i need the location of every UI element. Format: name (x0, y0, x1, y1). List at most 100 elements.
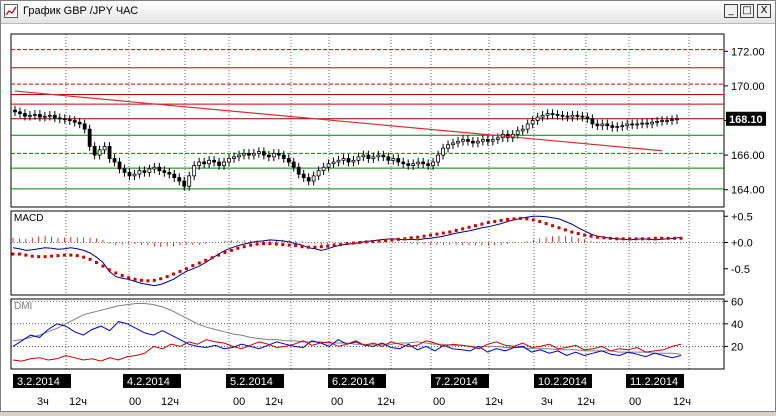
candle-body (495, 137, 500, 140)
candle-body (620, 125, 625, 128)
candle-body (33, 114, 37, 116)
macd-signal-point (396, 237, 400, 241)
macd-signal-point (557, 226, 561, 230)
macd-signal-point (281, 243, 285, 247)
hour-label: 3ч (541, 396, 553, 408)
candle-body (485, 139, 490, 142)
candle-body (446, 144, 450, 149)
macd-signal-point (384, 238, 388, 242)
candle-body (197, 161, 202, 166)
candle-body (490, 139, 495, 142)
macd-signal-point (409, 236, 413, 240)
macd-signal-point (152, 278, 156, 282)
candle-body (555, 114, 560, 116)
candle-body (252, 152, 256, 156)
macd-signal-point (37, 255, 41, 259)
macd-signal-point (165, 275, 169, 279)
macd-signal-point (538, 220, 542, 223)
candle-body (152, 166, 157, 170)
candle-body (296, 166, 301, 175)
candle-body (52, 114, 57, 119)
hour-label: 00 (129, 396, 141, 408)
minimize-button[interactable]: _ (724, 4, 738, 18)
candle-body (37, 114, 42, 118)
macd-signal-point (608, 236, 612, 240)
macd-signal-point (621, 237, 625, 241)
hour-label: 00 (433, 396, 445, 408)
macd-signal-point (178, 269, 182, 273)
candle-body (640, 122, 645, 125)
candle-body (625, 123, 630, 127)
macd-signal-point (217, 253, 221, 257)
candle-body (276, 152, 281, 156)
macd-signal-point (435, 232, 439, 236)
close-button[interactable]: X (757, 4, 771, 18)
candle-body (13, 109, 17, 113)
candle-body (650, 121, 655, 125)
candle-body (42, 115, 47, 118)
macd-signal-point (390, 238, 394, 242)
title-bar[interactable]: График GBP /JPY ЧАС _ □ X (1, 1, 775, 24)
candle-body (217, 161, 221, 166)
macd-panel: +0.5 +0.0 -0.5 MACD (10, 210, 753, 296)
hour-label: 12ч (485, 396, 503, 408)
macd-signal-point (429, 233, 432, 237)
macd-signal-point (274, 242, 278, 246)
candle-body (242, 152, 246, 156)
macd-signal-point (184, 267, 188, 271)
macd-signal-point (602, 236, 606, 240)
macd-signal-point (653, 236, 657, 240)
macd-signal-point (268, 242, 272, 246)
macd-signal-point (544, 222, 548, 226)
macd-signal-point (531, 218, 535, 222)
hour-label: 00 (233, 396, 245, 408)
macd-signal-point (339, 243, 343, 247)
price-axis-tick-label: 172.00 (731, 46, 765, 58)
macd-signal-point (204, 258, 208, 262)
candle-body (406, 163, 411, 166)
date-label-box (123, 374, 181, 388)
candle-body (451, 142, 455, 146)
candle-body (321, 166, 326, 172)
dmi-minus-di-line (12, 339, 682, 362)
candle-body (376, 154, 381, 158)
macd-signal-point (24, 253, 28, 257)
macd-signal-point (493, 220, 497, 223)
macd-signal-point (512, 217, 516, 221)
candle-body (545, 113, 550, 116)
candle-body (565, 115, 570, 118)
candle-body (281, 154, 286, 159)
macd-signal-point (563, 228, 567, 232)
current-price-marker (726, 111, 766, 126)
candle-body (97, 149, 102, 156)
candle-body (222, 161, 226, 166)
candle-body (610, 125, 615, 128)
macd-signal-point (371, 239, 375, 243)
candle-body (361, 154, 366, 158)
candle-body (306, 177, 311, 182)
candle-body (580, 115, 585, 118)
candle-body (480, 139, 485, 142)
macd-signal-point (313, 245, 317, 249)
macd-signal-point (615, 237, 619, 241)
macd-signal-point (159, 277, 163, 281)
chart-line-icon (4, 4, 18, 18)
macd-signal-point (229, 248, 233, 252)
hour-label: 12ч (577, 396, 595, 408)
candle-body (401, 161, 406, 165)
candle-body (212, 159, 216, 163)
macd-signal-point (191, 264, 195, 268)
candle-body (655, 120, 659, 123)
maximize-button[interactable]: □ (740, 4, 754, 18)
macd-signal-point (249, 243, 253, 247)
macd-signal-point (62, 253, 66, 257)
macd-signal-point (660, 236, 664, 240)
candle-body (540, 114, 545, 118)
date-label-box (626, 374, 684, 388)
macd-signal-point (377, 239, 381, 243)
date-label: 4.2.2014 (127, 376, 170, 388)
macd-signal-point (287, 243, 291, 247)
